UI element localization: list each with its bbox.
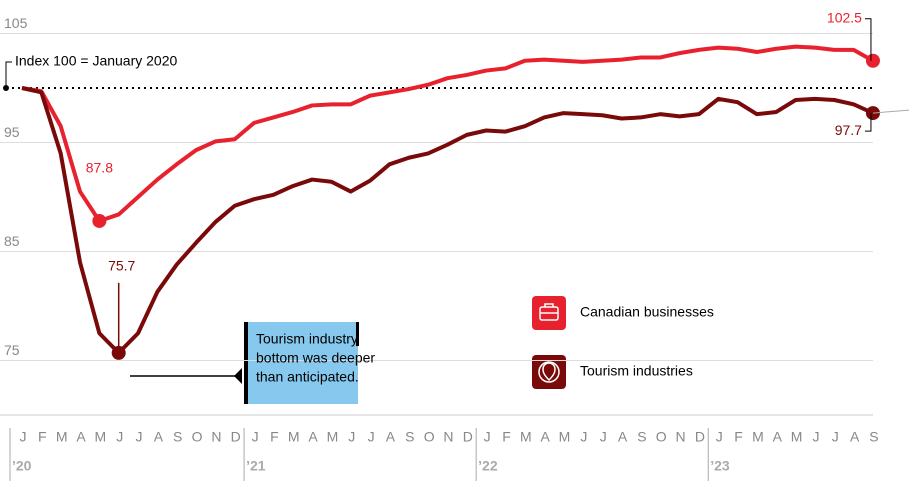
x-tick-label: F	[734, 429, 743, 445]
min-dot	[92, 213, 107, 228]
x-tick-label: O	[192, 429, 203, 445]
y-tick-label: 75	[4, 342, 20, 358]
x-tick-label: S	[405, 429, 414, 445]
year-label: ’22	[478, 458, 498, 474]
x-tick-label: A	[76, 429, 86, 445]
reference-leader	[5, 61, 12, 88]
min-label: 75.7	[108, 258, 135, 274]
y-tick-label: 95	[4, 124, 20, 140]
x-tick-label: A	[850, 429, 860, 445]
x-tick-label: J	[716, 429, 723, 445]
end-pointer	[872, 109, 909, 114]
reference-label: Index 100 = January 2020	[15, 53, 178, 69]
legend-label: Canadian businesses	[580, 304, 714, 320]
x-tick-label: J	[812, 429, 819, 445]
end-leader	[864, 113, 872, 132]
y-tick-label: 85	[4, 233, 20, 249]
x-tick-label: D	[231, 429, 241, 445]
year-label: ’23	[710, 458, 730, 474]
x-tick-label: J	[136, 429, 143, 445]
x-tick-label: M	[288, 429, 300, 445]
x-tick-label: A	[773, 429, 783, 445]
legend-label: Tourism industries	[580, 363, 693, 379]
x-tick-label: S	[869, 429, 878, 445]
x-tick-label: A	[618, 429, 628, 445]
annotation-text: bottom was deeper	[256, 350, 375, 366]
y-tick-label: 105	[4, 15, 28, 31]
x-tick-label: D	[695, 429, 705, 445]
x-tick-label: F	[38, 429, 47, 445]
annotation-text: Tourism industry	[256, 331, 358, 347]
x-tick-label: J	[580, 429, 587, 445]
callout	[130, 322, 359, 404]
x-tick-label: S	[173, 429, 182, 445]
x-tick-label: A	[386, 429, 396, 445]
x-tick-label: M	[752, 429, 764, 445]
x-tick-label: J	[348, 429, 355, 445]
x-tick-label: N	[443, 429, 453, 445]
x-tick-label: M	[95, 429, 107, 445]
x-tick-label: O	[656, 429, 667, 445]
x-tick-label: A	[541, 429, 551, 445]
legend-icon	[532, 355, 566, 389]
x-tick-label: S	[637, 429, 646, 445]
x-tick-label: J	[20, 429, 27, 445]
x-tick-label: M	[559, 429, 571, 445]
x-tick-label: D	[463, 429, 473, 445]
x-tick-label: F	[502, 429, 511, 445]
x-tick-label: J	[832, 429, 839, 445]
legend	[532, 296, 566, 389]
year-label: ’21	[246, 458, 266, 474]
x-tick-label: A	[308, 429, 318, 445]
series-line	[21, 44, 874, 223]
x-tick-label: A	[154, 429, 164, 445]
x-tick-label: F	[270, 429, 279, 445]
end-leader	[864, 18, 872, 61]
x-tick-label: M	[327, 429, 339, 445]
x-tick-label: J	[116, 429, 123, 445]
min-label: 87.8	[86, 160, 113, 176]
x-tick-label: J	[368, 429, 375, 445]
year-label: ’20	[12, 458, 32, 474]
x-tick-label: J	[600, 429, 607, 445]
x-tick-label: O	[424, 429, 435, 445]
x-tick-label: N	[211, 429, 221, 445]
x-tick-label: M	[791, 429, 803, 445]
x-tick-label: M	[520, 429, 532, 445]
series-line	[21, 86, 874, 355]
end-label: 102.5	[827, 9, 862, 25]
annotation-text: than anticipated.	[256, 369, 359, 385]
end-dot	[865, 53, 880, 68]
x-tick-label: N	[675, 429, 685, 445]
x-tick-label: M	[56, 429, 68, 445]
x-tick-label: J	[484, 429, 491, 445]
end-label: 97.7	[835, 122, 862, 138]
x-tick-label: J	[252, 429, 259, 445]
